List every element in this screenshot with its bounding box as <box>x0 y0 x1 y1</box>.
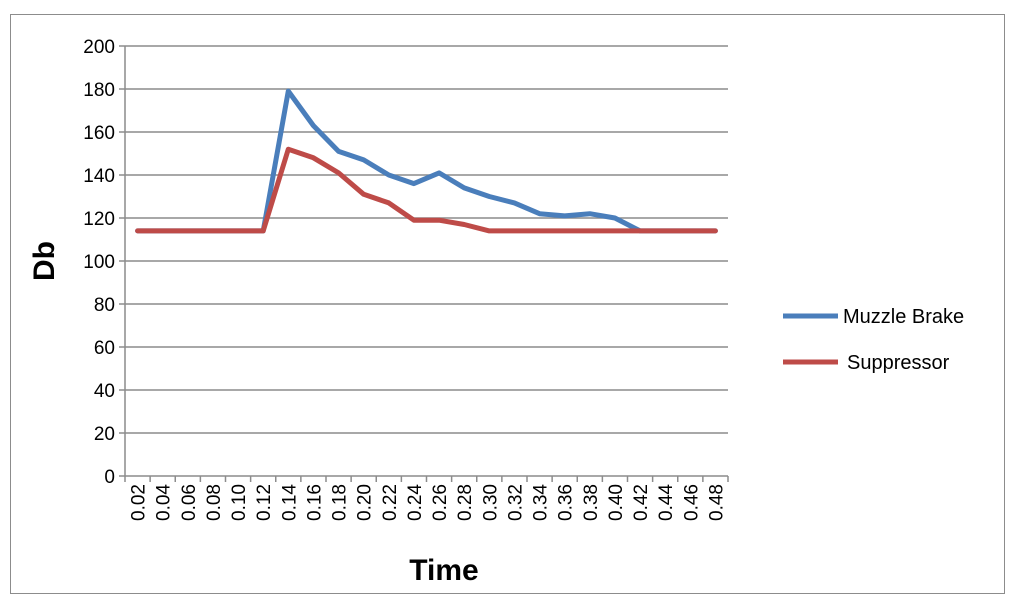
x-tick-label: 0.42 <box>631 484 652 521</box>
x-tick-label: 0.14 <box>279 484 300 521</box>
x-tick-label: 0.36 <box>556 484 577 521</box>
y-tick-label: 80 <box>94 295 115 316</box>
x-tick-label: 0.44 <box>656 484 677 521</box>
y-tick-label: 60 <box>94 338 115 359</box>
y-tick-label: 140 <box>83 166 115 187</box>
y-tick-label: 20 <box>94 424 115 445</box>
x-axis-ticks: 0.02 0.04 0.06 0.08 0.10 0.12 0.14 0.16 0.18 0.20… <box>129 484 728 521</box>
x-tick-label: 0.48 <box>706 484 727 521</box>
series-line-suppressor <box>135 146 718 234</box>
x-tick-label: 0.46 <box>681 484 702 521</box>
x-tick-label: 0.02 <box>129 484 150 521</box>
gridlines <box>125 45 728 434</box>
x-tick-label: 0.34 <box>531 484 552 521</box>
x-tick-label: 0.04 <box>154 484 175 521</box>
x-tick-label: 0.12 <box>254 484 275 521</box>
x-tick-label: 0.40 <box>606 484 627 521</box>
x-tick-label: 0.22 <box>380 484 401 521</box>
legend-label: Suppressor <box>847 352 950 374</box>
x-tick-label: 0.32 <box>505 484 526 521</box>
x-tick-label: 0.30 <box>480 484 501 521</box>
x-tick-label: 0.24 <box>405 484 426 521</box>
series-line-muzzle-brake <box>135 88 718 234</box>
x-tick-label: 0.28 <box>455 484 476 521</box>
x-tick-label: 0.08 <box>204 484 225 521</box>
y-tick-label: 180 <box>83 80 115 101</box>
x-tick-label: 0.20 <box>355 484 376 521</box>
x-tick-label: 0.18 <box>330 484 351 521</box>
series-lines <box>135 88 718 234</box>
y-tick-label: 160 <box>83 123 115 144</box>
y-tick-label: 40 <box>94 381 115 402</box>
legend-label: Muzzle Brake <box>843 306 964 328</box>
x-tick-label: 0.26 <box>430 484 451 521</box>
y-tick-label: 0 <box>104 467 115 488</box>
axes <box>119 45 729 482</box>
legend: Muzzle Brake Suppressor <box>783 306 964 374</box>
y-tick-label: 100 <box>83 252 115 273</box>
y-tick-label: 120 <box>83 209 115 230</box>
x-tick-label: 0.38 <box>581 484 602 521</box>
x-tick-label: 0.16 <box>304 484 325 521</box>
y-axis-ticks: 0 20 40 60 80 100 120 140 160 180 200 <box>83 37 115 488</box>
x-tick-label: 0.10 <box>229 484 250 521</box>
y-tick-label: 200 <box>83 37 115 58</box>
x-axis-title: Time <box>409 554 478 587</box>
x-tick-label: 0.06 <box>179 484 200 521</box>
y-axis-title: Db <box>28 241 61 281</box>
